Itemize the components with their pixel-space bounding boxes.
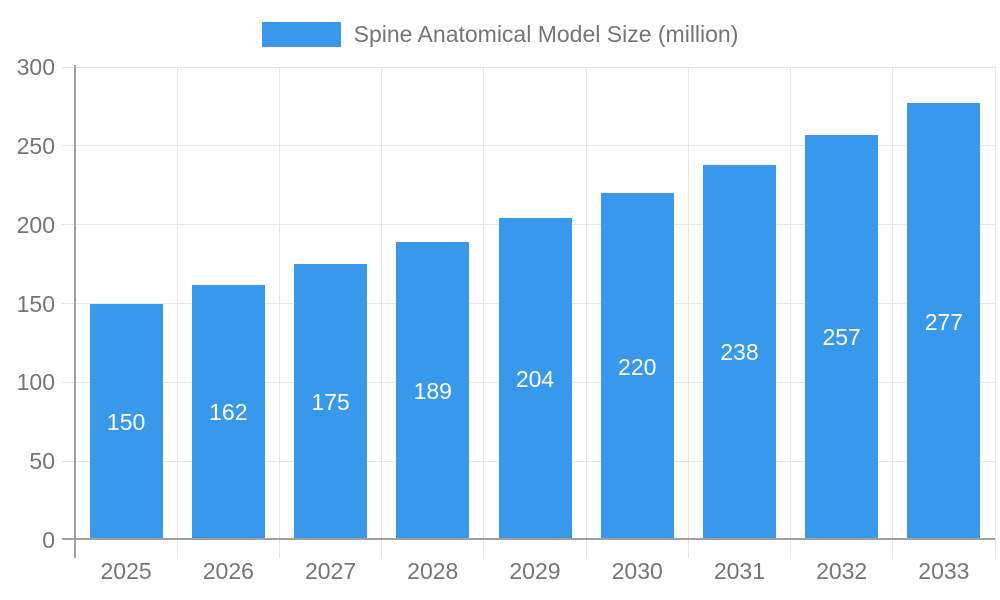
y-tick-mark xyxy=(62,381,75,383)
y-axis-line xyxy=(74,65,76,558)
bar-value-label: 277 xyxy=(924,308,964,335)
y-tick-mark xyxy=(62,66,75,68)
bar-value-label: 257 xyxy=(822,324,861,351)
x-axis-line xyxy=(62,538,995,540)
x-tick-label: 2029 xyxy=(509,558,561,584)
v-gridline xyxy=(585,67,587,558)
v-gridline xyxy=(483,67,485,558)
bar[interactable]: 175 xyxy=(294,264,368,540)
bar-value-label: 204 xyxy=(515,366,555,393)
bar-value-label: 150 xyxy=(106,408,146,435)
bar-value-label: 238 xyxy=(720,339,759,366)
y-tick-mark xyxy=(62,460,75,462)
x-tick-label: 2030 xyxy=(611,558,663,584)
y-tick-label: 250 xyxy=(16,132,55,159)
y-tick-label: 150 xyxy=(16,290,55,317)
plot-area: 150 162 175 189 204 220 238 257 277 2025 2026 2027 2… xyxy=(62,65,996,584)
y-tick-mark xyxy=(62,145,75,147)
bar[interactable]: 150 xyxy=(89,303,163,540)
x-tick-label: 2026 xyxy=(202,558,254,584)
x-tick-label: 2031 xyxy=(713,558,766,584)
x-tick-label: 2028 xyxy=(407,558,459,584)
bar-value-label: 189 xyxy=(413,377,452,404)
bar-value-label: 220 xyxy=(618,353,657,380)
legend[interactable]: Spine Anatomical Model Size (million) xyxy=(0,20,1000,48)
bar-value-label: 162 xyxy=(209,399,248,426)
y-tick-label: 300 xyxy=(16,54,55,80)
bar[interactable]: 162 xyxy=(191,284,265,540)
legend-label: Spine Anatomical Model Size (million) xyxy=(353,21,739,47)
y-tick-label: 50 xyxy=(29,448,55,475)
h-gridline xyxy=(75,66,995,68)
y-tick-label: 200 xyxy=(16,211,55,238)
y-tick-mark xyxy=(62,224,75,226)
y-tick-label: 0 xyxy=(42,527,55,553)
bar[interactable]: 238 xyxy=(702,164,776,540)
v-gridline xyxy=(381,67,383,558)
bar[interactable]: 189 xyxy=(396,242,470,540)
x-tick-label: 2027 xyxy=(304,558,357,584)
bar[interactable]: 277 xyxy=(907,103,981,540)
x-tick-label: 2032 xyxy=(816,558,868,584)
h-gridline xyxy=(75,145,995,147)
v-gridline xyxy=(994,67,996,558)
v-gridline xyxy=(176,67,178,558)
bar[interactable]: 204 xyxy=(498,218,572,540)
x-tick-label: 2025 xyxy=(100,558,152,584)
legend-swatch xyxy=(261,21,341,47)
v-gridline xyxy=(687,67,689,558)
v-gridline xyxy=(278,67,280,558)
x-tick-label: 2033 xyxy=(918,558,970,584)
bar[interactable]: 257 xyxy=(805,134,879,540)
bar[interactable]: 220 xyxy=(600,193,674,540)
y-tick-mark xyxy=(62,303,75,304)
v-gridline xyxy=(892,67,894,558)
y-tick-label: 100 xyxy=(16,369,55,396)
bar-value-label: 175 xyxy=(311,389,350,416)
v-gridline xyxy=(790,67,792,558)
